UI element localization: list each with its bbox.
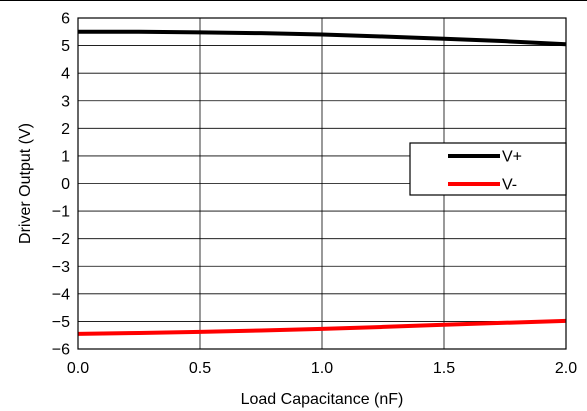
- legend-label-vminus: V-: [502, 177, 517, 194]
- y-tick-label-1: −5: [52, 314, 70, 331]
- y-tick-label-5: −1: [52, 204, 70, 221]
- x-tick-label-4: 2.0: [555, 360, 577, 377]
- y-tick-label-4: −2: [52, 231, 70, 248]
- top-rule: [0, 0, 587, 1]
- x-tick-label-3: 1.5: [433, 360, 455, 377]
- series-line-1: [77, 318, 567, 336]
- y-tick-label-8: 2: [61, 121, 70, 138]
- x-tick-label-2: 1.0: [311, 360, 333, 377]
- axis-title-layer: Load Capacitance (nF) Driver Output (V): [17, 123, 403, 408]
- legend: V+ V-: [409, 142, 567, 196]
- series-layer: [77, 29, 567, 336]
- x-tick-label-1: 0.5: [189, 360, 211, 377]
- y-tick-label-10: 4: [61, 66, 70, 83]
- y-axis-title: Driver Output (V): [17, 123, 34, 244]
- x-tick-label-0: 0.0: [67, 360, 89, 377]
- y-tick-label-2: −4: [52, 286, 70, 303]
- y-tick-label-9: 3: [61, 93, 70, 110]
- series-line-0: [78, 29, 567, 47]
- y-tick-label-0: −6: [52, 342, 70, 359]
- y-tick-label-7: 1: [61, 148, 70, 165]
- y-tick-label-6: 0: [61, 176, 70, 193]
- legend-label-vplus: V+: [502, 149, 522, 166]
- y-tick-label-12: 6: [61, 11, 70, 28]
- x-axis-title: Load Capacitance (nF): [241, 391, 404, 408]
- y-tick-label-3: −3: [52, 259, 70, 276]
- tick-label-layer: −6 −5 −4 −3 −2 −1 0 1 2 3 4 5 6 0.0 0.5 1.0 1.5 2.0: [52, 11, 577, 378]
- y-tick-label-11: 5: [61, 38, 70, 55]
- legend-box: [409, 142, 567, 196]
